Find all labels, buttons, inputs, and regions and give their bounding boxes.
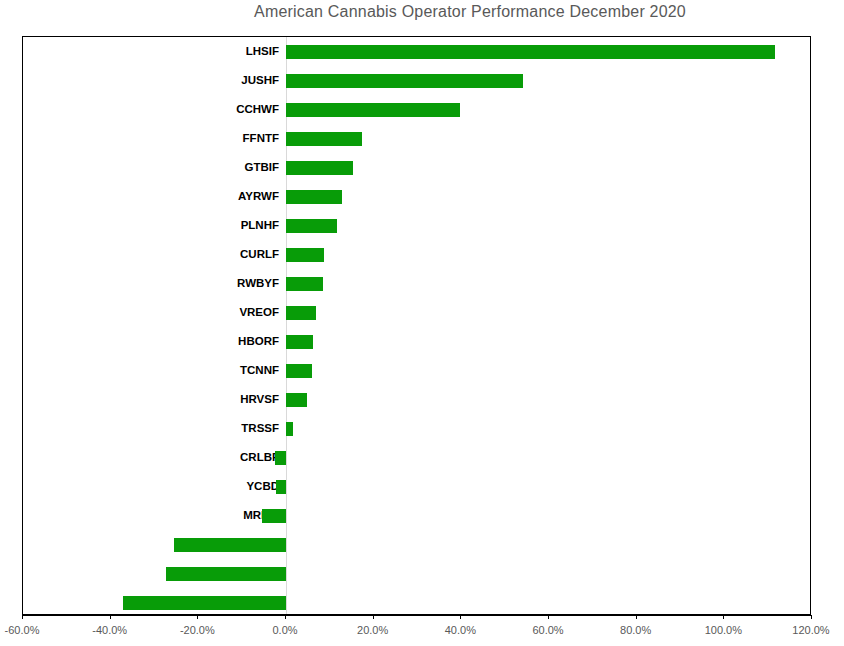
category-label-curlf: CURLF [23, 240, 279, 269]
x-axis-tick [811, 615, 812, 619]
bar-gtbif [286, 161, 353, 175]
bar-cchwf [286, 103, 460, 117]
category-label-hborf: HBORF [23, 327, 279, 356]
category-label-rwbyf: RWBYF [23, 269, 279, 298]
x-axis-tick-label: 80.0% [620, 624, 651, 636]
category-label-jushf: JUSHF [23, 66, 279, 95]
bar-vreof [286, 306, 316, 320]
category-label-ycbd: YCBD [23, 472, 279, 501]
chart-container: American Cannabis Operator Performance D… [0, 0, 844, 646]
bar-trssf [286, 422, 293, 436]
x-axis-tick-label: 60.0% [532, 624, 563, 636]
bar-ffntf [286, 132, 362, 146]
bar-crlbf [275, 451, 286, 465]
bar-cvsi [174, 538, 286, 552]
x-axis-tick [548, 615, 549, 619]
bar-ayrwf [286, 190, 342, 204]
x-axis-tick [723, 615, 724, 619]
x-axis-tick [373, 615, 374, 619]
bar-cwbhf [123, 596, 286, 610]
chart-title: American Cannabis Operator Performance D… [0, 3, 844, 21]
category-label-plnhf: PLNHF [23, 211, 279, 240]
bar-tcnnf [286, 364, 312, 378]
category-label-cchwf: CCHWF [23, 95, 279, 124]
x-axis-tick-label: -60.0% [5, 624, 40, 636]
x-axis-tick-label: 20.0% [357, 624, 388, 636]
category-label-hrvsf: HRVSF [23, 385, 279, 414]
category-label-ffntf: FFNTF [23, 124, 279, 153]
x-axis-tick-label: 100.0% [705, 624, 742, 636]
category-label-lhsif: LHSIF [23, 37, 279, 66]
bar-curlf [286, 248, 324, 262]
category-label-trssf: TRSSF [23, 414, 279, 443]
category-label-vreof: VREOF [23, 298, 279, 327]
bar-hrvsf [286, 393, 307, 407]
x-axis-tick [285, 615, 286, 619]
x-axis-tick [636, 615, 637, 619]
bar-hborf [286, 335, 313, 349]
x-axis-tick [197, 615, 198, 619]
category-label-crlbf: CRLBF [23, 443, 279, 472]
x-axis-tick-label: 0.0% [272, 624, 297, 636]
x-axis-tick [110, 615, 111, 619]
bar-plnhf [286, 219, 337, 233]
zero-gridline [286, 37, 287, 614]
bar-ycbd [276, 480, 286, 494]
category-label-gtbif: GTBIF [23, 153, 279, 182]
x-axis-tick-label: 120.0% [792, 624, 829, 636]
category-label-ayrwf: AYRWF [23, 182, 279, 211]
bar-rwbyf [286, 277, 323, 291]
x-axis-tick-label: -40.0% [92, 624, 127, 636]
x-axis-tick [22, 615, 23, 619]
category-label-tcnnf: TCNNF [23, 356, 279, 385]
plot-area: LHSIFJUSHFCCHWFFFNTFGTBIFAYRWFPLNHFCURLF… [22, 36, 811, 616]
bar-jushf [286, 74, 523, 88]
bar-acrhf [166, 567, 286, 581]
x-axis-tick-label: -20.0% [180, 624, 215, 636]
bar-lhsif [286, 45, 775, 59]
x-axis-tick [460, 615, 461, 619]
bar-mrmd [262, 509, 286, 523]
category-label-mrmd: MRMD [23, 501, 279, 530]
x-axis-tick-label: 40.0% [445, 624, 476, 636]
